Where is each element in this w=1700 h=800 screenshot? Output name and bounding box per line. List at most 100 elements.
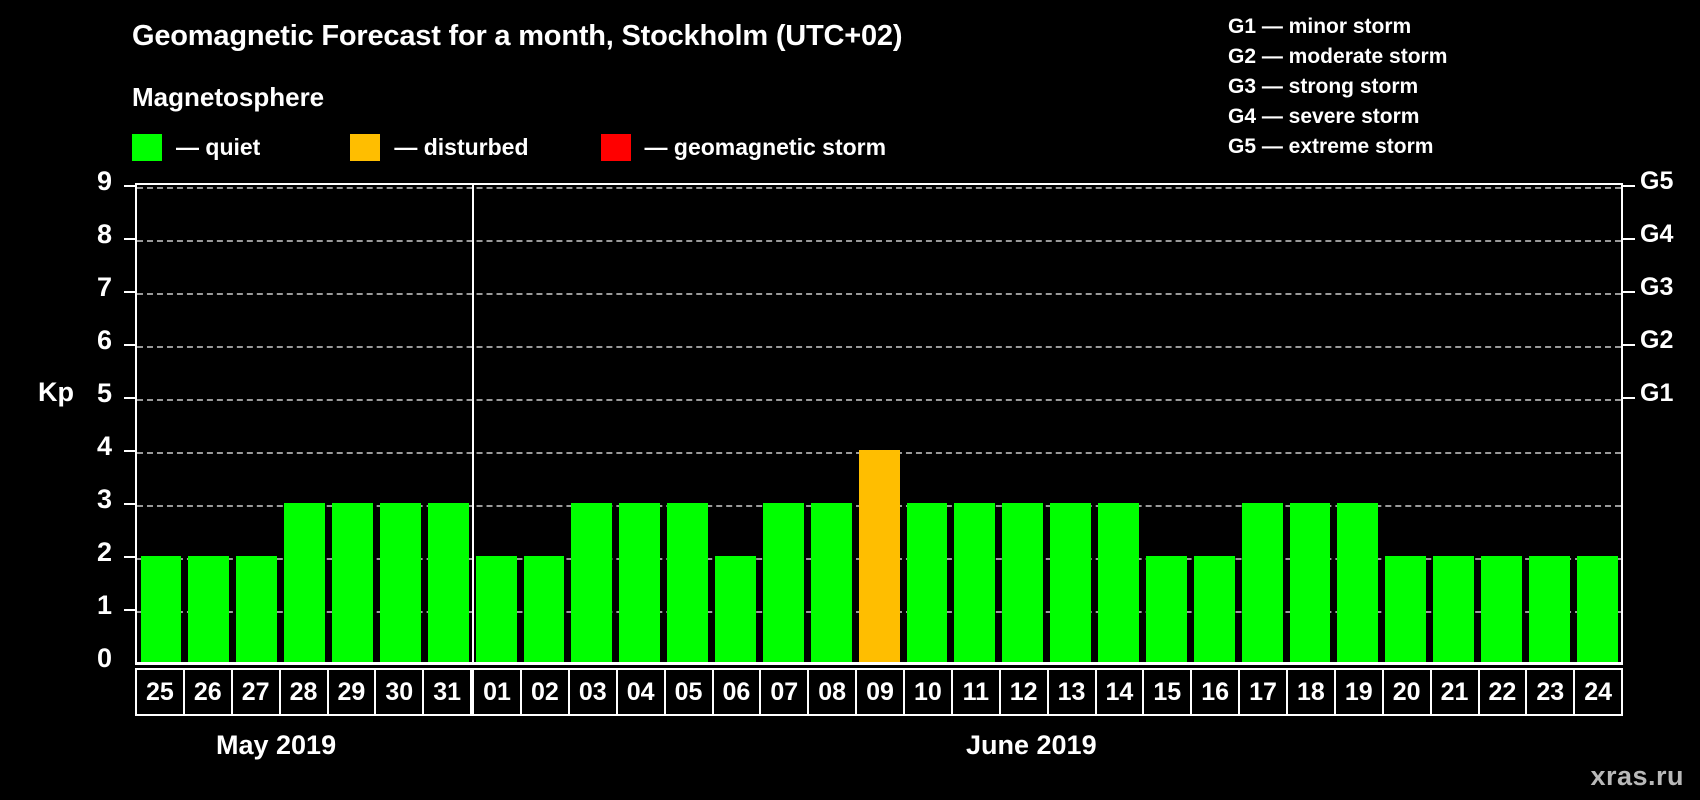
day-label-june-22[interactable]: 22 xyxy=(1479,670,1528,714)
day-label-may-27[interactable]: 27 xyxy=(232,670,281,714)
bar-june-14[interactable] xyxy=(1098,503,1139,662)
bar-cell xyxy=(664,185,712,662)
day-label-june-13[interactable]: 13 xyxy=(1048,670,1097,714)
bar-cell xyxy=(1525,185,1573,662)
day-label-may-28[interactable]: 28 xyxy=(280,670,329,714)
bar-june-08[interactable] xyxy=(810,503,852,662)
day-label-june-05[interactable]: 05 xyxy=(665,670,714,714)
day-label-june-10[interactable]: 10 xyxy=(905,670,953,714)
day-label-june-15[interactable]: 15 xyxy=(1144,670,1193,714)
y-tick-label-2: 2 xyxy=(96,537,112,567)
g-axis-label-g4: G4 xyxy=(1640,220,1674,248)
gscale-legend-g5: G5 — extreme storm xyxy=(1228,135,1434,158)
g-axis-label-g5: G5 xyxy=(1640,167,1674,195)
bar-cell xyxy=(616,185,664,662)
bar-may-31[interactable] xyxy=(427,503,469,662)
swatch-quiet-icon xyxy=(132,133,162,161)
day-label-june-01[interactable]: 01 xyxy=(472,670,522,714)
bar-june-12[interactable] xyxy=(1002,503,1044,662)
bar-june-05[interactable] xyxy=(667,503,708,662)
bar-cell xyxy=(1334,185,1382,662)
bar-june-15[interactable] xyxy=(1145,556,1187,662)
bar-june-17[interactable] xyxy=(1241,503,1283,662)
bar-june-01[interactable] xyxy=(475,556,517,662)
y-tick-mark-5 xyxy=(124,397,135,399)
g-axis-tick-g1 xyxy=(1623,397,1635,399)
bar-june-11[interactable] xyxy=(954,503,996,662)
day-label-june-11[interactable]: 11 xyxy=(952,670,1001,714)
gridline-kp-9 xyxy=(137,187,1621,189)
bar-june-09[interactable] xyxy=(858,450,900,662)
day-label-june-16[interactable]: 16 xyxy=(1192,670,1241,714)
day-label-june-18[interactable]: 18 xyxy=(1288,670,1336,714)
g-axis-label-g2: G2 xyxy=(1640,326,1674,354)
day-label-june-02[interactable]: 02 xyxy=(522,670,570,714)
bar-june-21[interactable] xyxy=(1433,556,1474,662)
legend-label-storm: — geomagnetic storm xyxy=(644,133,887,160)
bar-may-26[interactable] xyxy=(188,556,230,662)
magnetosphere-legend: — quiet — disturbed — geomagnetic storm xyxy=(132,132,886,162)
bar-may-28[interactable] xyxy=(284,503,325,662)
bar-june-23[interactable] xyxy=(1528,556,1570,662)
gridline-kp-8 xyxy=(137,240,1621,242)
y-tick-label-7: 7 xyxy=(96,272,112,302)
bar-may-27[interactable] xyxy=(236,556,278,662)
day-label-june-23[interactable]: 23 xyxy=(1527,670,1576,714)
day-label-june-24[interactable]: 24 xyxy=(1575,670,1622,714)
legend-item-quiet: — quiet xyxy=(132,133,261,161)
legend-label-disturbed: — disturbed xyxy=(394,133,529,160)
bar-june-20[interactable] xyxy=(1385,556,1427,662)
bar-june-02[interactable] xyxy=(523,556,565,662)
bar-june-16[interactable] xyxy=(1193,556,1235,662)
day-label-june-03[interactable]: 03 xyxy=(569,670,618,714)
day-label-may-26[interactable]: 26 xyxy=(184,670,233,714)
day-label-june-20[interactable]: 20 xyxy=(1383,670,1432,714)
day-label-june-21[interactable]: 21 xyxy=(1431,670,1480,714)
bar-cell xyxy=(1382,185,1430,662)
bar-june-10[interactable] xyxy=(906,503,948,662)
bar-june-04[interactable] xyxy=(619,503,661,662)
bar-cell xyxy=(281,185,329,662)
day-label-june-12[interactable]: 12 xyxy=(1000,670,1049,714)
bar-june-07[interactable] xyxy=(762,503,804,662)
bar-cell xyxy=(1478,185,1526,662)
bar-may-30[interactable] xyxy=(379,503,421,662)
day-label-june-19[interactable]: 19 xyxy=(1335,670,1384,714)
day-label-june-08[interactable]: 08 xyxy=(809,670,858,714)
y-tick-mark-2 xyxy=(124,556,135,558)
day-label-june-06[interactable]: 06 xyxy=(713,670,762,714)
legend-label-quiet: — quiet xyxy=(176,133,261,160)
day-label-june-04[interactable]: 04 xyxy=(617,670,666,714)
day-label-june-07[interactable]: 07 xyxy=(761,670,810,714)
bar-june-24[interactable] xyxy=(1576,556,1618,662)
bar-june-19[interactable] xyxy=(1337,503,1379,662)
g-axis-tick-g5 xyxy=(1623,185,1635,187)
day-label-june-09[interactable]: 09 xyxy=(857,670,905,714)
day-label-may-31[interactable]: 31 xyxy=(424,670,473,714)
day-label-may-25[interactable]: 25 xyxy=(137,670,185,714)
bar-june-13[interactable] xyxy=(1050,503,1091,662)
bar-cell xyxy=(424,185,472,662)
bar-june-18[interactable] xyxy=(1289,503,1331,662)
bar-may-29[interactable] xyxy=(332,503,373,662)
plot-inner xyxy=(137,185,1621,662)
day-label-may-29[interactable]: 29 xyxy=(328,670,377,714)
day-label-may-30[interactable]: 30 xyxy=(376,670,425,714)
bar-may-25[interactable] xyxy=(140,556,182,662)
bar-cell xyxy=(1190,185,1238,662)
g-axis-label-g1: G1 xyxy=(1640,379,1674,407)
y-tick-mark-4 xyxy=(124,450,135,452)
bar-june-22[interactable] xyxy=(1481,556,1522,662)
bar-june-03[interactable] xyxy=(571,503,613,662)
bar-cell xyxy=(855,185,903,662)
day-label-june-14[interactable]: 14 xyxy=(1096,670,1145,714)
day-label-june-17[interactable]: 17 xyxy=(1240,670,1288,714)
y-tick-label-4: 4 xyxy=(96,431,112,461)
g-axis-tick-g3 xyxy=(1623,291,1635,293)
bar-cell xyxy=(329,185,377,662)
bar-june-06[interactable] xyxy=(715,556,756,662)
gscale-legend-g2: G2 — moderate storm xyxy=(1228,45,1448,68)
g-axis-tick-g4 xyxy=(1623,238,1635,240)
month-caption-june: June 2019 xyxy=(966,730,1097,760)
